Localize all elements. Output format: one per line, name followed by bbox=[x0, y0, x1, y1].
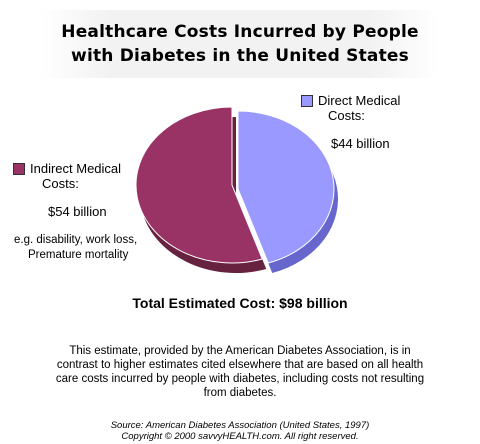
indirect-label-line2: Costs: bbox=[42, 176, 79, 191]
indirect-note-line2: Premature mortality bbox=[28, 249, 129, 261]
chart-title-line2: with Diabetes in the United States bbox=[71, 46, 409, 66]
source-credit: Source: American Diabetes Association (U… bbox=[0, 420, 480, 442]
direct-label-line1: Direct Medical bbox=[318, 93, 401, 108]
pie-slice-2 bbox=[135, 106, 263, 264]
title-background bbox=[40, 10, 440, 78]
legend-swatch-indirect bbox=[13, 163, 25, 175]
estimate-note: This estimate, provided by the American … bbox=[55, 345, 425, 399]
indirect-note-line1: e.g. disability, work loss, bbox=[14, 234, 138, 246]
legend-swatch-direct bbox=[301, 95, 313, 107]
chart-title-line1: Healthcare Costs Incurred by People bbox=[61, 22, 419, 42]
indirect-label-line1: Indirect Medical bbox=[30, 161, 122, 176]
pie-slice-1 bbox=[237, 110, 335, 264]
direct-value-label: $44 billion bbox=[331, 136, 390, 151]
indirect-value-label: $54 billion bbox=[48, 204, 107, 219]
total-cost-label: Total Estimated Cost: $98 billion bbox=[132, 295, 348, 311]
source-line: Source: American Diabetes Association (U… bbox=[110, 420, 370, 431]
copyright-line: Copyright © 2000 savvyHEALTH.com. All ri… bbox=[121, 431, 359, 442]
chart-title: Healthcare Costs Incurred by People with… bbox=[0, 20, 480, 68]
direct-label-line2: Costs: bbox=[328, 108, 365, 123]
